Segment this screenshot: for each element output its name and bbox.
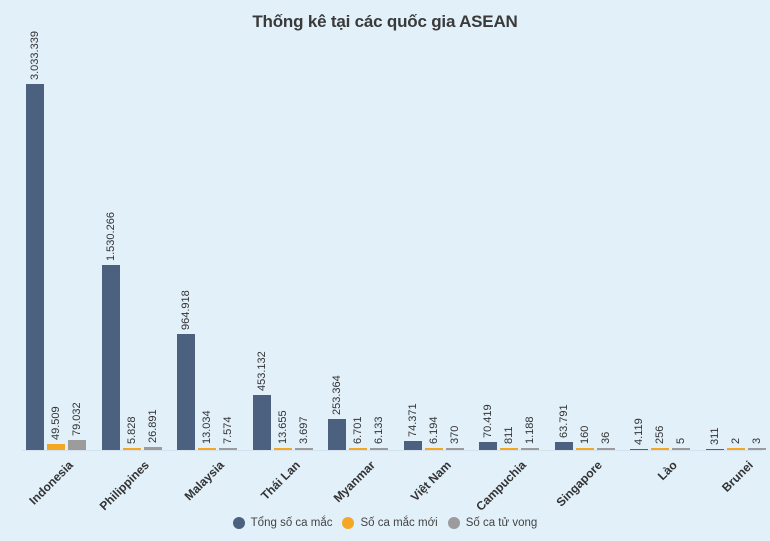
data-label: 5.828: [125, 416, 138, 444]
legend-item-deaths[interactable]: Số ca tử vong: [447, 517, 538, 529]
bar-deaths[interactable]: [294, 448, 313, 450]
bar-new[interactable]: [424, 448, 443, 450]
data-label: 36: [599, 431, 612, 444]
bar-new[interactable]: [47, 444, 65, 450]
data-label: 6.133: [373, 416, 385, 444]
chart-title: Thống kê tại các quốc gia ASEAN: [252, 12, 518, 31]
data-label: 370: [448, 425, 461, 444]
bar-total[interactable]: [479, 441, 497, 450]
bar-total[interactable]: [705, 449, 724, 450]
data-label: 3.697: [297, 416, 310, 444]
bar-new[interactable]: [726, 448, 745, 450]
data-label: 6.701: [352, 416, 364, 444]
bar-total[interactable]: [177, 333, 195, 450]
data-label: 13.034: [201, 410, 213, 444]
data-label: 63.791: [557, 404, 570, 439]
bar-deaths[interactable]: [596, 448, 615, 450]
data-label: 811: [503, 426, 515, 444]
legend-dot-icon: [342, 517, 355, 529]
bar-new[interactable]: [575, 448, 594, 450]
bar-deaths[interactable]: [445, 448, 464, 450]
bar-deaths[interactable]: [672, 448, 690, 450]
data-label: 13.655: [276, 410, 289, 444]
bar-deaths[interactable]: [370, 448, 388, 450]
bar-new[interactable]: [273, 448, 292, 450]
data-label: 74.371: [406, 403, 419, 438]
data-label: 2: [729, 437, 742, 444]
bar-total[interactable]: [101, 265, 120, 450]
bar-deaths[interactable]: [747, 448, 766, 450]
bar-total[interactable]: [403, 441, 422, 450]
data-label: 5: [675, 437, 687, 444]
data-label: 49.509: [50, 406, 62, 441]
data-label: 1.530.266: [104, 212, 117, 262]
legend-item-new[interactable]: Số ca mắc mới: [342, 517, 438, 529]
data-label: 6.194: [427, 416, 440, 444]
data-label: 7.574: [222, 416, 234, 444]
bar-deaths[interactable]: [143, 446, 162, 450]
bar-deaths[interactable]: [68, 440, 86, 450]
bar-deaths[interactable]: [219, 448, 237, 450]
chart-legend: Tổng số ca mắc Số ca mắc mới Số ca tử vo…: [0, 517, 770, 529]
data-label: 3.033.339: [29, 31, 41, 80]
data-label: 253.364: [331, 375, 343, 416]
legend-label: Số ca tử vong: [465, 517, 538, 529]
bar-total[interactable]: [630, 449, 648, 450]
legend-item-total[interactable]: Tổng số ca mắc: [232, 517, 333, 529]
data-label: 256: [654, 425, 666, 444]
legend-label: Tổng số ca mắc: [250, 517, 333, 529]
data-label: 160: [578, 425, 591, 444]
data-label: 453.132: [255, 351, 268, 392]
bar-total[interactable]: [554, 442, 573, 450]
data-label: 26.891: [146, 409, 159, 443]
data-label: 70.419: [482, 403, 494, 438]
bar-new[interactable]: [122, 448, 141, 450]
data-label: 4.119: [633, 418, 645, 445]
legend-label: Số ca mắc mới: [360, 517, 438, 529]
bar-total[interactable]: [26, 84, 44, 450]
bar-total[interactable]: [252, 395, 271, 450]
bar-new[interactable]: [500, 448, 518, 450]
legend-dot-icon: [232, 517, 245, 529]
bar-new[interactable]: [198, 448, 216, 450]
bar-total[interactable]: [328, 419, 346, 450]
bar-new[interactable]: [349, 448, 367, 450]
data-label: 964.918: [180, 289, 192, 330]
data-label: 3: [750, 437, 763, 444]
legend-dot-icon: [447, 517, 460, 529]
x-axis-baseline: [22, 450, 762, 451]
data-label: 1.188: [524, 416, 536, 444]
bar-new[interactable]: [651, 448, 669, 450]
data-label: 79.032: [71, 402, 83, 437]
bar-deaths[interactable]: [521, 448, 539, 450]
data-label: 311: [708, 427, 721, 445]
